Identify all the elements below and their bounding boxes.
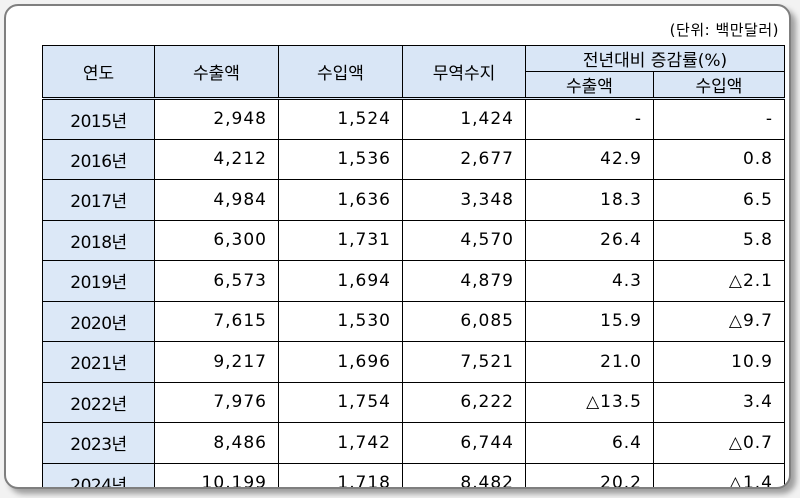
- cell-balance: 4,879: [402, 260, 526, 302]
- table-row: 2018년 6,300 1,731 4,570 26.4 5.8: [42, 219, 785, 261]
- cell-growth-import: 10.9: [653, 341, 785, 383]
- header-growth-group: 전년대비 증감률(%): [525, 45, 785, 72]
- table-row: 2017년 4,984 1,636 3,348 18.3 6.5: [42, 179, 785, 221]
- cell-growth-export: 6.4: [525, 422, 654, 464]
- cell-balance: 6,222: [402, 381, 526, 423]
- cell-balance: 4,570: [402, 219, 526, 261]
- table-row: 2023년 8,486 1,742 6,744 6.4 △0.7: [42, 422, 785, 464]
- cell-import: 1,742: [278, 422, 403, 464]
- header-export: 수출액: [154, 45, 279, 99]
- cell-balance: 3,348: [402, 179, 526, 221]
- cell-import: 1,696: [278, 341, 403, 383]
- cell-growth-export: 15.9: [525, 300, 654, 342]
- cell-balance: 6,085: [402, 300, 526, 342]
- cell-growth-export: -: [525, 97, 654, 140]
- table-row: 2022년 7,976 1,754 6,222 △13.5 3.4: [42, 381, 785, 423]
- cell-export: 7,976: [154, 381, 279, 423]
- cell-export: 4,212: [154, 138, 279, 180]
- cell-growth-export: 18.3: [525, 179, 654, 221]
- cell-growth-import: △1.4: [653, 462, 785, 487]
- cell-growth-export: 4.3: [525, 260, 654, 302]
- table-row: 2020년 7,615 1,530 6,085 15.9 △9.7: [42, 300, 785, 342]
- cell-growth-export: 21.0: [525, 341, 654, 383]
- cell-balance: 6,744: [402, 422, 526, 464]
- cell-export: 8,486: [154, 422, 279, 464]
- cell-import: 1,636: [278, 179, 403, 221]
- header-balance: 무역수지: [402, 45, 526, 99]
- document-frame: (단위: 백만달러) 연도 수출액 수입액 무역수지 전년대비 증감률(%) 수…: [4, 4, 791, 489]
- cell-year: 2024년: [42, 462, 155, 487]
- cell-year: 2017년: [42, 179, 155, 221]
- table-row: 2019년 6,573 1,694 4,879 4.3 △2.1: [42, 260, 785, 302]
- cell-year: 2018년: [42, 219, 155, 261]
- table-row: 2024년 10,199 1,718 8,482 20.2 △1.4: [42, 462, 785, 487]
- cell-balance: 1,424: [402, 97, 526, 140]
- cell-growth-import: -: [653, 97, 785, 140]
- unit-note: (단위: 백만달러): [669, 21, 779, 39]
- cell-growth-export: 42.9: [525, 138, 654, 180]
- cell-import: 1,530: [278, 300, 403, 342]
- cell-balance: 7,521: [402, 341, 526, 383]
- cell-export: 6,573: [154, 260, 279, 302]
- cell-growth-export: 20.2: [525, 462, 654, 487]
- table-row: 2021년 9,217 1,696 7,521 21.0 10.9: [42, 341, 785, 383]
- cell-growth-import: △2.1: [653, 260, 785, 302]
- cell-year: 2021년: [42, 341, 155, 383]
- cell-import: 1,754: [278, 381, 403, 423]
- trade-table: 연도 수출액 수입액 무역수지 전년대비 증감률(%) 수출액 수입액 2015…: [42, 45, 785, 487]
- cell-import: 1,536: [278, 138, 403, 180]
- cell-growth-import: 5.8: [653, 219, 785, 261]
- cell-export: 4,984: [154, 179, 279, 221]
- cell-growth-import: 6.5: [653, 179, 785, 221]
- cell-import: 1,731: [278, 219, 403, 261]
- cell-balance: 2,677: [402, 138, 526, 180]
- header-import: 수입액: [278, 45, 403, 99]
- cell-balance: 8,482: [402, 462, 526, 487]
- cell-growth-import: 0.8: [653, 138, 785, 180]
- cell-year: 2019년: [42, 260, 155, 302]
- cell-export: 2,948: [154, 97, 279, 140]
- cell-growth-import: 3.4: [653, 381, 785, 423]
- cell-import: 1,524: [278, 97, 403, 140]
- cell-year: 2023년: [42, 422, 155, 464]
- cell-export: 10,199: [154, 462, 279, 487]
- cell-year: 2015년: [42, 97, 155, 140]
- cell-import: 1,694: [278, 260, 403, 302]
- cell-growth-import: △9.7: [653, 300, 785, 342]
- table-row: 2016년 4,212 1,536 2,677 42.9 0.8: [42, 138, 785, 180]
- cell-export: 9,217: [154, 341, 279, 383]
- cell-export: 7,615: [154, 300, 279, 342]
- cell-year: 2022년: [42, 381, 155, 423]
- table-row: 2015년 2,948 1,524 1,424 - -: [42, 97, 785, 140]
- header-year: 연도: [42, 45, 155, 99]
- header-growth-export: 수출액: [525, 71, 654, 99]
- cell-import: 1,718: [278, 462, 403, 487]
- cell-year: 2016년: [42, 138, 155, 180]
- cell-growth-export: △13.5: [525, 381, 654, 423]
- header-growth-import: 수입액: [653, 71, 785, 99]
- cell-growth-import: △0.7: [653, 422, 785, 464]
- cell-growth-export: 26.4: [525, 219, 654, 261]
- cell-export: 6,300: [154, 219, 279, 261]
- cell-year: 2020년: [42, 300, 155, 342]
